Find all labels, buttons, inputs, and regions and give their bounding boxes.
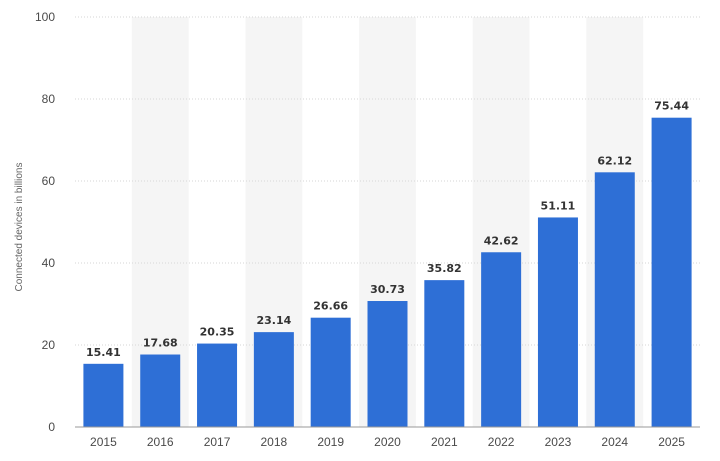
bars-group: [83, 117, 692, 428]
data-label: 20.35: [200, 326, 235, 339]
y-axis-ticks: 0 20 40 60 80 100: [35, 10, 55, 434]
data-label: 42.62: [484, 234, 519, 247]
x-tick-label: 2025: [658, 435, 685, 449]
x-axis-ticks: 2015 2016 2017 2018 2019 2020 2021 2022 2023 2024…: [90, 435, 685, 449]
y-tick-label: 0: [48, 420, 55, 434]
x-tick-label: 2017: [204, 435, 231, 449]
data-label: 17.68: [143, 337, 178, 350]
bar: [140, 354, 181, 427]
bar: [83, 363, 124, 427]
x-tick-label: 2021: [431, 435, 458, 449]
data-label: 26.66: [313, 300, 348, 313]
x-tick-label: 2018: [261, 435, 288, 449]
x-tick-label: 2023: [545, 435, 572, 449]
data-label: 35.82: [427, 262, 462, 275]
data-label: 15.41: [86, 346, 121, 359]
data-label: 62.12: [597, 154, 632, 167]
x-tick-label: 2024: [601, 435, 628, 449]
y-tick-label: 100: [35, 10, 55, 24]
data-label: 51.11: [541, 199, 576, 212]
y-tick-label: 20: [42, 338, 56, 352]
x-tick-label: 2019: [317, 435, 344, 449]
y-tick-label: 60: [42, 174, 56, 188]
data-label: 23.14: [256, 314, 291, 327]
y-tick-label: 40: [42, 256, 56, 270]
y-tick-label: 80: [42, 92, 56, 106]
data-label: 75.44: [654, 100, 689, 113]
bar: [367, 301, 408, 427]
bar: [310, 317, 351, 427]
bar: [537, 217, 578, 427]
data-labels-group: 15.41 17.68 20.35 23.14 26.66 30.73 35.82 42.62…: [86, 100, 689, 359]
x-tick-label: 2020: [374, 435, 401, 449]
y-axis-title: Connected devices in billions: [14, 163, 25, 292]
x-tick-label: 2016: [147, 435, 174, 449]
bar: [481, 252, 522, 427]
bar: [651, 117, 692, 428]
x-tick-label: 2015: [90, 435, 117, 449]
data-label: 30.73: [370, 283, 405, 296]
bar: [253, 332, 294, 427]
x-tick-label: 2022: [488, 435, 515, 449]
bar: [424, 280, 465, 427]
bar: [594, 172, 635, 427]
bar: [197, 343, 238, 427]
